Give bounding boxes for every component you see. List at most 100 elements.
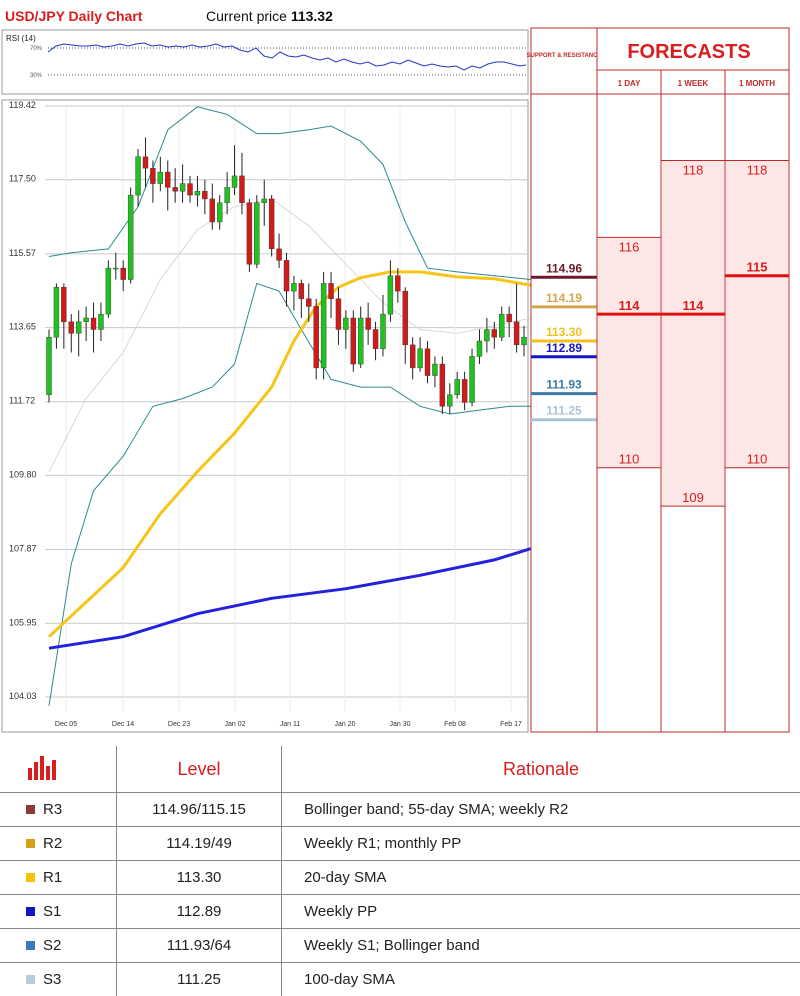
y-tick-label: 109.80 <box>9 469 37 479</box>
level-tag-cell: S2 <box>0 928 117 963</box>
forecasts-title: FORECASTS <box>627 41 750 63</box>
forecasts-panel: FORECASTS 1 DAY 116 114 110 1 WEEK 118 114 109 1… <box>596 27 790 733</box>
level-rationale: Weekly R1; monthly PP <box>281 826 800 861</box>
level-value: 111.93/64 <box>116 928 282 963</box>
level-tag: S2 <box>43 937 62 954</box>
forecast-mid-value: 114 <box>683 298 705 313</box>
candle-down <box>150 168 156 184</box>
candle-down <box>283 260 290 292</box>
y-tick-label: 111.72 <box>9 396 35 406</box>
sma20-line <box>47 270 532 638</box>
price-value: 113.32 <box>290 8 333 24</box>
levels-chart-icon <box>0 746 117 793</box>
candle-down <box>461 379 468 403</box>
level-tag-cell: R1 <box>0 860 117 895</box>
candle-up <box>157 171 164 184</box>
level-rationale: 100-day SMA <box>281 962 800 996</box>
candle-up <box>484 329 490 342</box>
candle-up <box>127 194 134 280</box>
x-axis-ticks: Dec 05 Dec 14 Dec 23 Jan 02 Jan 11 Jan 20 Jan … <box>55 721 522 728</box>
candle-up <box>105 267 112 315</box>
forecast-range-band <box>726 160 788 468</box>
candle-up <box>358 317 364 365</box>
candle-up <box>447 394 453 407</box>
y-tick-label: 117.50 <box>9 174 36 184</box>
y-axis-ticks: 119.42 117.50 115.57 113.65 111.72 109.80 107.… <box>9 100 37 701</box>
candle-up <box>380 313 386 349</box>
candle-down <box>61 287 67 323</box>
chart-title: USD/JPY Daily Chart <box>5 8 143 24</box>
level-tag: S3 <box>43 971 62 988</box>
candle-down <box>239 175 245 203</box>
levels-table-row: S2 111.93/64 Weekly S1; Bollinger band <box>0 928 800 963</box>
level-tag: S1 <box>43 903 62 920</box>
candle-down <box>313 306 319 369</box>
level-color-swatch <box>26 975 35 984</box>
y-tick-label: 105.95 <box>9 617 37 627</box>
levels-header-rationale: Rationale <box>281 746 800 793</box>
candle-up <box>261 198 267 203</box>
forecast-high-value: 118 <box>747 163 768 178</box>
level-tag: R3 <box>43 801 63 818</box>
candle-down <box>209 198 215 223</box>
candle-down <box>372 329 379 349</box>
level-value: 114.19/49 <box>116 826 282 861</box>
candle-down <box>187 183 193 196</box>
sr-title: SUPPORT & RESISTANCE <box>527 53 602 59</box>
level-rationale: Weekly PP <box>281 894 800 929</box>
rsi-30-label: 30% <box>30 73 43 79</box>
level-value: 113.30 <box>116 860 282 895</box>
candle-down <box>409 344 416 369</box>
candle-down <box>424 348 431 376</box>
x-tick-label: Jan 20 <box>334 721 355 728</box>
candle-up <box>53 287 60 338</box>
level-value: 112.89 <box>116 894 282 929</box>
candle-down <box>142 156 149 169</box>
candle-up <box>83 317 89 323</box>
candle-down <box>350 317 356 365</box>
sr-level-value: 111.25 <box>546 404 582 418</box>
candle-up <box>476 340 483 357</box>
candle-down <box>395 275 401 292</box>
candle-up <box>343 317 349 330</box>
sma100-line <box>48 546 532 650</box>
forecast-col-header: 1 MONTH <box>739 79 775 88</box>
x-tick-label: Dec 14 <box>112 721 134 728</box>
candle-down <box>246 202 253 265</box>
levels-header-level: Level <box>116 746 282 793</box>
x-tick-label: Jan 30 <box>389 721 410 728</box>
sr-level-value: 113.30 <box>546 325 582 339</box>
candle-up <box>231 175 238 188</box>
forecast-high-value: 118 <box>683 163 704 178</box>
y-tick-label: 113.65 <box>9 322 36 332</box>
x-tick-label: Feb 17 <box>500 721 522 728</box>
levels-table-row: S1 112.89 Weekly PP <box>0 894 800 929</box>
forecast-col-header: 1 WEEK <box>678 79 709 88</box>
candle-down <box>402 290 408 346</box>
candlestick-series <box>46 137 527 414</box>
level-tag-cell: R3 <box>0 792 117 827</box>
level-tag-cell: R2 <box>0 826 117 861</box>
level-color-swatch <box>26 941 35 950</box>
candle-down <box>306 298 312 307</box>
support-resistance-panel: SUPPORT & RESISTANCE 114.96 114.19 113.30 1… <box>527 27 602 733</box>
x-tick-label: Feb 08 <box>444 721 466 728</box>
x-tick-label: Jan 02 <box>224 721 245 728</box>
candle-up <box>98 313 104 330</box>
levels-table-row: S3 111.25 100-day SMA <box>0 962 800 996</box>
y-tick-label: 104.03 <box>9 691 37 701</box>
candle-up <box>135 156 141 196</box>
candle-down <box>335 298 342 330</box>
candle-up <box>217 202 223 223</box>
level-rationale: 20-day SMA <box>281 860 800 895</box>
sr-level-value: 114.96 <box>546 261 582 275</box>
level-value: 114.96/115.15 <box>116 792 282 827</box>
candle-down <box>506 313 512 323</box>
candle-down <box>165 171 171 188</box>
candle-up <box>417 348 423 369</box>
forecast-mid-value: 114 <box>619 298 641 313</box>
level-rationale: Bollinger band; 55-day SMA; weekly R2 <box>281 792 800 827</box>
price-grid <box>45 105 528 712</box>
sr-level-value: 112.89 <box>546 341 582 355</box>
x-tick-label: Jan 11 <box>280 721 301 728</box>
